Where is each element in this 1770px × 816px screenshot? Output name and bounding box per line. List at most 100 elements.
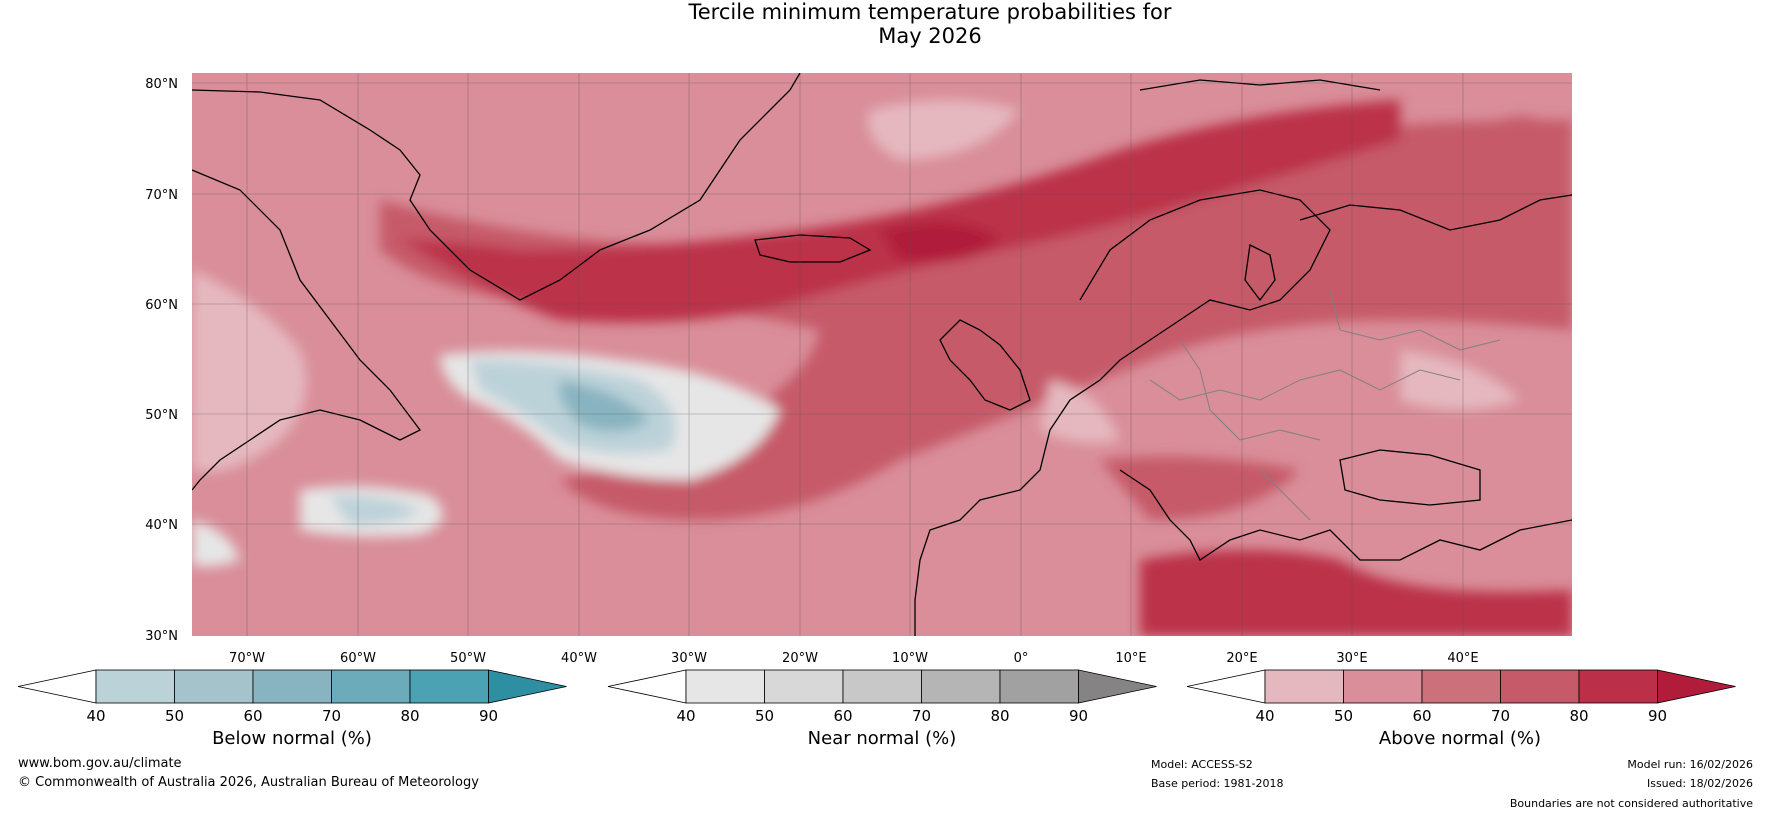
- colorbar-segment: [1578, 669, 1658, 704]
- colorbar-tick-label: 70: [912, 707, 931, 725]
- model-name: Model: ACCESS-S2: [1151, 758, 1253, 771]
- colorbar-segment: [999, 669, 1079, 704]
- colorbar-extend-low: [1186, 669, 1266, 704]
- colorbar-near-normal: 40 50 60 70 80 90: [607, 669, 1157, 725]
- field-below-40-2: [330, 495, 420, 525]
- colorbar-above-normal: 40 50 60 70 80 90: [1186, 669, 1736, 725]
- field-above-70-ne: [1500, 116, 1572, 200]
- colorbar-extend-high: [488, 669, 567, 704]
- lon-labels: 70°W 60°W 50°W 40°W 30°W 20°W 10°W 0° 10…: [229, 651, 1479, 666]
- lon-label: 70°W: [229, 651, 265, 666]
- coast-black-sea: [1339, 449, 1481, 506]
- border-1: [1149, 369, 1461, 401]
- border-2: [1179, 339, 1321, 441]
- coast-europe: [914, 189, 1331, 636]
- lon-label: 30°E: [1336, 651, 1367, 666]
- colorbar-tick-label: 40: [1255, 707, 1274, 725]
- title-line-2: May 2026: [878, 24, 982, 48]
- colorbar-tick-label: 50: [165, 707, 184, 725]
- colorbar-tick-label: 90: [479, 707, 498, 725]
- colorbar-below-normal: 40 50 60 70 80 90: [17, 669, 567, 725]
- colorbar-tick-label: 90: [1069, 707, 1088, 725]
- field-above-70-med: [1100, 456, 1300, 520]
- lat-label: 50°N: [145, 408, 178, 423]
- colorbar-tick-label: 70: [322, 707, 341, 725]
- field-below-60: [559, 380, 650, 432]
- coast-mediterranean: [1119, 469, 1572, 561]
- field-light-arctic: [868, 100, 1020, 160]
- lon-label: 50°W: [450, 651, 486, 666]
- colorbar-segment: [252, 669, 332, 704]
- disclaimer: Boundaries are not considered authoritat…: [1509, 797, 1753, 810]
- coast-baltic: [1244, 244, 1276, 302]
- colorbar-extend-low: [607, 669, 687, 704]
- field-above-80: [400, 100, 1400, 323]
- colorbar-tick-label: 60: [1412, 707, 1431, 725]
- lon-label: 20°W: [782, 651, 818, 666]
- coast-british-isles: [939, 319, 1031, 411]
- colorbar-tick-label: 80: [400, 707, 419, 725]
- coastlines: [192, 73, 1572, 636]
- lon-label: 30°W: [671, 651, 707, 666]
- colorbar-segment: [1264, 669, 1344, 704]
- colorbar-above-title: Above normal (%): [1378, 728, 1542, 749]
- website-link[interactable]: www.bom.gov.au/climate: [18, 756, 182, 771]
- colorbar-segment: [1421, 669, 1501, 704]
- lon-label: 10°W: [892, 651, 928, 666]
- colorbar-extend-low: [17, 669, 97, 704]
- colorbar-tick-label: 40: [676, 707, 695, 725]
- lon-label: 10°E: [1115, 651, 1146, 666]
- colorbar-tick-label: 80: [1569, 707, 1588, 725]
- country-borders: [1149, 289, 1501, 521]
- map-title: Tercile minimum temperature probabilitie…: [0, 0, 1770, 48]
- graticule: [192, 73, 1572, 636]
- colorbar-extend-high: [1078, 669, 1157, 704]
- colorbar-tick-label: 80: [990, 707, 1009, 725]
- coast-north-america: [192, 169, 421, 491]
- lon-label: 60°W: [340, 651, 376, 666]
- colorbar-segment: [95, 669, 175, 704]
- copyright: © Commonwealth of Australia 2026, Austra…: [18, 775, 479, 790]
- colorbar-segment: [409, 669, 489, 704]
- coast-white-sea: [1299, 194, 1572, 231]
- issued-date: Issued: 18/02/2026: [1646, 777, 1753, 790]
- lon-label: 0°: [1014, 651, 1029, 666]
- lat-label: 80°N: [145, 77, 178, 92]
- colorbar-segment: [685, 669, 765, 704]
- colorbar-tick-label: 70: [1491, 707, 1510, 725]
- colorbar-tick-label: 50: [1334, 707, 1353, 725]
- field-near-normal-3: [192, 520, 240, 567]
- colorbar-tick-label: 40: [86, 707, 105, 725]
- base-period: Base period: 1981-2018: [1151, 777, 1284, 790]
- colorbar-segment: [174, 669, 254, 704]
- colorbar-tick-label: 50: [755, 707, 774, 725]
- colorbar-extend-high: [1657, 669, 1736, 704]
- coast-arctic: [1139, 79, 1381, 91]
- lat-label: 60°N: [145, 298, 178, 313]
- colorbar-tick-label: 60: [243, 707, 262, 725]
- lat-labels: 80°N 70°N 60°N 50°N 40°N 30°N: [145, 77, 178, 644]
- colorbar-below-title: Below normal (%): [212, 728, 372, 749]
- lon-label: 40°E: [1447, 651, 1478, 666]
- colorbar-segment: [842, 669, 922, 704]
- lon-label: 20°E: [1226, 651, 1257, 666]
- colorbar-segment: [921, 669, 1001, 704]
- lat-label: 40°N: [145, 518, 178, 533]
- colorbar-segment: [331, 669, 411, 704]
- field-above-80-south: [1140, 550, 1572, 636]
- coast-iceland: [754, 234, 872, 263]
- lat-label: 30°N: [145, 629, 178, 644]
- colorbar-tick-label: 60: [833, 707, 852, 725]
- lon-label: 40°W: [561, 651, 597, 666]
- probability-field: [192, 73, 1572, 636]
- colorbar-tick-label: 90: [1648, 707, 1667, 725]
- title-line-1: Tercile minimum temperature probabilitie…: [688, 0, 1172, 24]
- colorbar-segment: [764, 669, 844, 704]
- field-above-70: [380, 120, 1572, 520]
- colorbar-segment: [1343, 669, 1423, 704]
- model-run: Model run: 16/02/2026: [1627, 758, 1753, 771]
- border-3: [1329, 289, 1501, 351]
- field-light-france: [1040, 380, 1120, 444]
- colorbar-near-title: Near normal (%): [807, 728, 957, 749]
